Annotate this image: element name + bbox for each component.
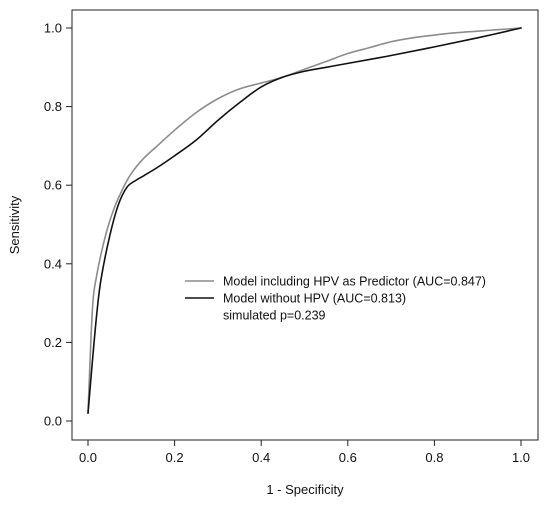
y-tick-label: 0.0	[44, 414, 62, 429]
y-tick-label: 1.0	[44, 21, 62, 36]
y-tick-label: 0.6	[44, 178, 62, 193]
x-axis: 0.0 0.2 0.4 0.6 0.8 1.0	[79, 440, 530, 465]
y-tick-label: 0.8	[44, 99, 62, 114]
x-tick-label: 1.0	[512, 450, 530, 465]
x-tick-label: 0.4	[252, 450, 270, 465]
series-line-1	[87, 27, 522, 414]
legend-annotation: simulated p=0.239	[223, 309, 326, 323]
y-tick-label: 0.2	[44, 335, 62, 350]
series-layer	[87, 27, 522, 414]
legend-label-series-2: Model without HPV (AUC=0.813)	[223, 292, 406, 306]
y-axis-label: Sensitivity	[7, 195, 22, 254]
x-tick-label: 0.8	[425, 450, 443, 465]
legend-label-series-1: Model including HPV as Predictor (AUC=0.…	[223, 275, 486, 289]
x-tick-label: 0.2	[166, 450, 184, 465]
legend: Model including HPV as Predictor (AUC=0.…	[185, 275, 486, 323]
y-tick-label: 0.4	[44, 256, 62, 271]
series-line-2	[87, 27, 522, 414]
plot-frame	[71, 9, 539, 441]
x-tick-label: 0.0	[79, 450, 97, 465]
x-axis-label: 1 - Specificity	[266, 482, 344, 497]
y-axis: 0.0 0.2 0.4 0.6 0.8 1.0	[44, 21, 72, 429]
x-tick-label: 0.6	[339, 450, 357, 465]
